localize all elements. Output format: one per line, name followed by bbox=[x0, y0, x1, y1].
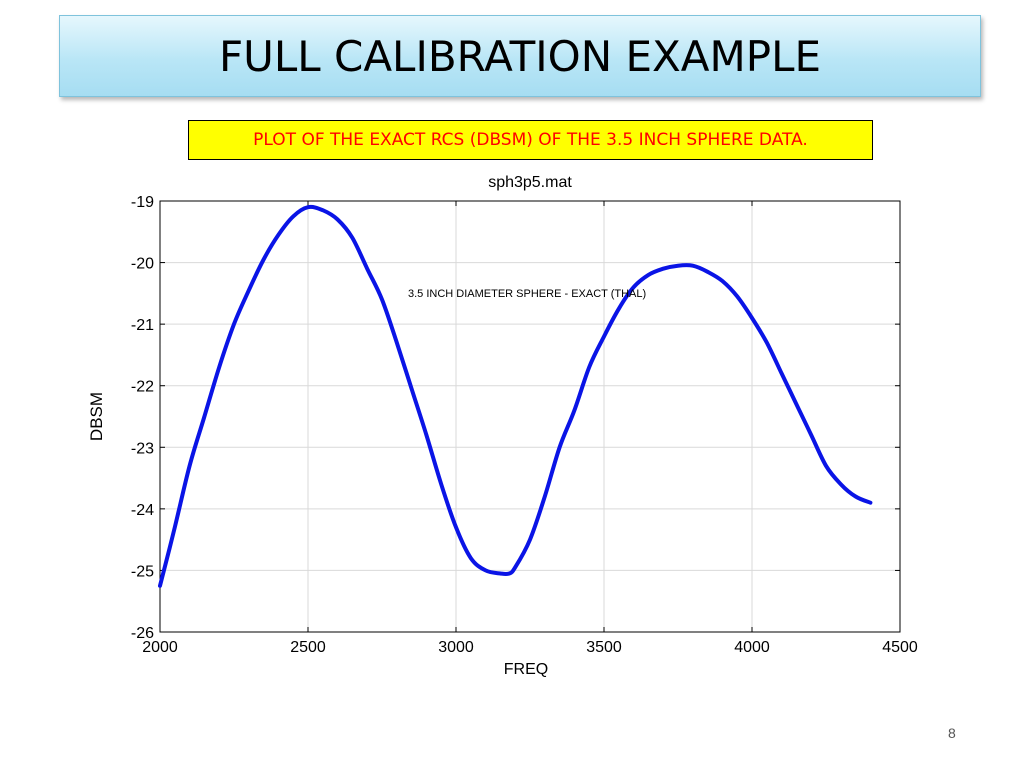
page-number: 8 bbox=[948, 725, 956, 741]
x-tick-label-1: 2500 bbox=[290, 639, 326, 656]
plot-area-frame bbox=[159, 200, 901, 633]
y-tick-label-5: -24 bbox=[131, 502, 154, 519]
x-tick-label-5: 4500 bbox=[882, 639, 918, 656]
chart-title: sph3p5.mat bbox=[488, 174, 572, 191]
slide-subtitle-box: PLOT OF THE EXACT RCS (DBSM) OF THE 3.5 … bbox=[188, 120, 873, 160]
y-tick-label-3: -22 bbox=[131, 379, 154, 396]
x-tick-label-4: 4000 bbox=[734, 639, 770, 656]
x-axis-label: FREQ bbox=[504, 661, 548, 678]
axis-ticks: 2000 2500 3000 3500 4000 4500 -19 -20 -21 -22 -23 -… bbox=[131, 194, 918, 656]
y-tick-label-2: -21 bbox=[131, 317, 154, 334]
series-line-0 bbox=[158, 204, 873, 588]
y-tick-label-6: -25 bbox=[131, 563, 154, 580]
x-tick-label-0: 2000 bbox=[142, 639, 178, 656]
y-tick-label-4: -23 bbox=[131, 440, 154, 457]
y-tick-label-7: -26 bbox=[131, 625, 154, 642]
x-tick-label-2: 3000 bbox=[438, 639, 474, 656]
slide-title-banner: FULL CALIBRATION EXAMPLE bbox=[59, 15, 981, 97]
slide-title: FULL CALIBRATION EXAMPLE bbox=[218, 31, 822, 81]
y-axis-label: DBSM bbox=[87, 392, 106, 441]
chart-grid bbox=[159, 200, 901, 633]
x-tick-label-3: 3500 bbox=[586, 639, 622, 656]
series-layer bbox=[158, 204, 873, 588]
y-tick-label-0: -19 bbox=[131, 194, 154, 211]
y-tick-label-1: -20 bbox=[131, 256, 154, 273]
slide-subtitle: PLOT OF THE EXACT RCS (DBSM) OF THE 3.5 … bbox=[253, 130, 808, 150]
chart-annotation: 3.5 INCH DIAMETER SPHERE - EXACT (THAL) bbox=[408, 288, 646, 300]
